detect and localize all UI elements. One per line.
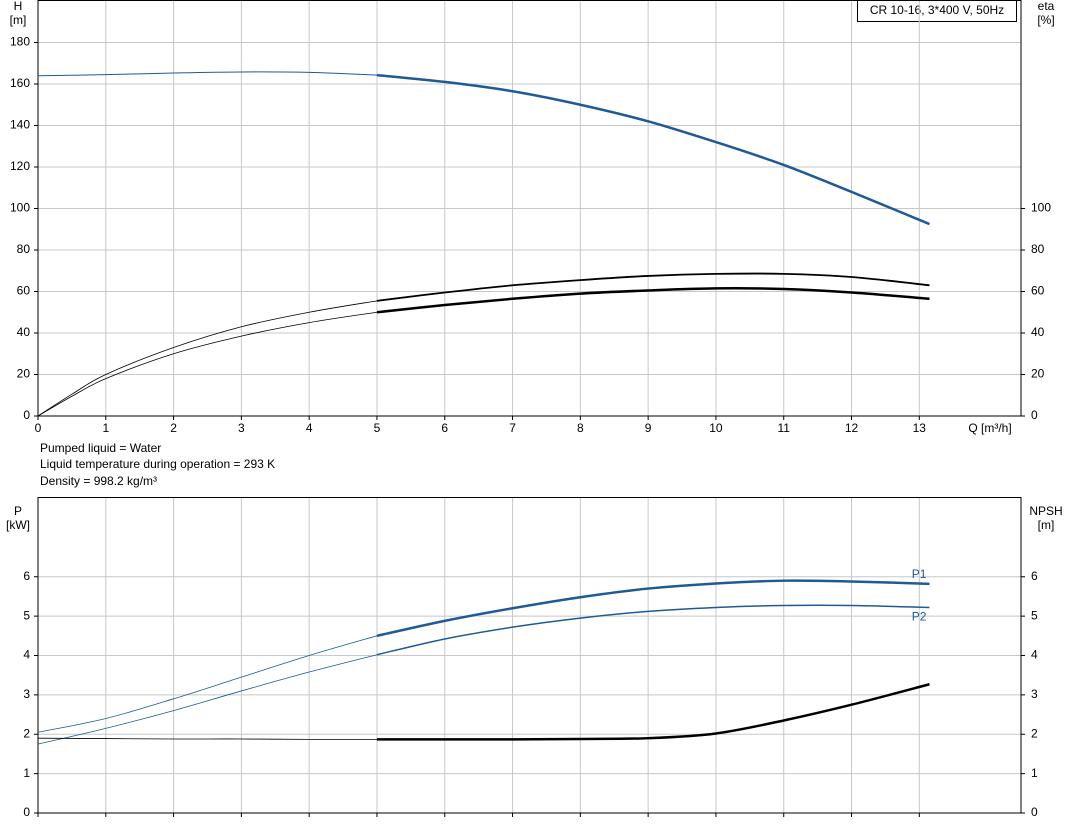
curve xyxy=(37,71,377,77)
y2-label: NPSH xyxy=(1029,504,1062,518)
y2-tick-label: 40 xyxy=(1031,325,1045,339)
note: Pumped liquid = Water xyxy=(40,441,161,455)
y2-tick-label: 1 xyxy=(1031,766,1038,780)
note: Liquid temperature during operation = 29… xyxy=(40,457,275,471)
x-tick-label: 2 xyxy=(170,421,177,435)
x-label: Q [m³/h] xyxy=(968,421,1011,435)
x-tick-label: 12 xyxy=(845,421,859,435)
y-tick-label: 140 xyxy=(10,118,30,132)
y-tick-label: 6 xyxy=(23,569,30,583)
box-label: CR 10-16, 3*400 V, 50Hz xyxy=(870,3,1004,17)
curve xyxy=(37,300,378,417)
y-tick-label: 3 xyxy=(23,687,30,701)
y-tick-label: 1 xyxy=(23,766,30,780)
y-tick-label: 60 xyxy=(17,284,31,298)
x-tick-label: 10 xyxy=(709,421,723,435)
curve xyxy=(376,287,930,314)
x-tick-label: 9 xyxy=(645,421,652,435)
y2-tick-label: 5 xyxy=(1031,608,1038,622)
y-tick-label: 20 xyxy=(17,367,31,381)
y2-tick-label: 20 xyxy=(1031,367,1045,381)
x-tick-label: 5 xyxy=(374,421,381,435)
y-tick-label: 2 xyxy=(23,726,30,740)
plot-frame xyxy=(37,0,1022,417)
y2-label: eta xyxy=(1038,0,1055,13)
y-tick-label: 160 xyxy=(10,76,30,90)
y-label: H xyxy=(14,0,23,13)
x-tick-label: 0 xyxy=(35,421,42,435)
y2-tick-label: 0 xyxy=(1031,408,1038,422)
x-tick-label: 8 xyxy=(577,421,584,435)
x-tick-label: 6 xyxy=(441,421,448,435)
y-tick-label: 80 xyxy=(17,242,31,256)
y2-tick-label: 4 xyxy=(1031,648,1038,662)
curve-label: P2 xyxy=(912,610,927,624)
curve xyxy=(376,579,930,638)
x-tick-label: 7 xyxy=(509,421,516,435)
curve xyxy=(37,654,378,745)
y-tick-label: 100 xyxy=(10,201,30,215)
y-label: [kW] xyxy=(6,518,30,532)
y2-tick-label: 2 xyxy=(1031,726,1038,740)
y-tick-label: 40 xyxy=(17,325,31,339)
curve xyxy=(376,683,930,741)
curve xyxy=(376,604,930,656)
y2-label: [m] xyxy=(1038,518,1055,532)
y-tick-label: 5 xyxy=(23,608,30,622)
y2-tick-label: 80 xyxy=(1031,242,1045,256)
note: Density = 998.2 kg/m³ xyxy=(40,474,157,488)
curve xyxy=(376,73,930,226)
y2-label: [%] xyxy=(1037,13,1054,27)
x-tick-label: 11 xyxy=(777,421,790,435)
y-tick-label: 0 xyxy=(23,408,30,422)
plot-frame xyxy=(37,497,1022,814)
y2-tick-label: 60 xyxy=(1031,284,1045,298)
curve-label: P1 xyxy=(912,567,927,581)
curve xyxy=(37,635,378,733)
y-tick-label: 180 xyxy=(10,35,30,49)
curve xyxy=(376,272,930,302)
x-tick-label: 4 xyxy=(306,421,313,435)
y-label: [m] xyxy=(10,13,27,27)
x-tick-label: 1 xyxy=(102,421,109,435)
curve xyxy=(37,737,377,740)
y2-tick-label: 100 xyxy=(1031,201,1051,215)
y-label: P xyxy=(14,504,22,518)
y-tick-label: 0 xyxy=(23,805,30,819)
curve xyxy=(37,311,378,417)
y-tick-label: 4 xyxy=(23,648,30,662)
y2-tick-label: 0 xyxy=(1031,805,1038,819)
y2-tick-label: 3 xyxy=(1031,687,1038,701)
x-tick-label: 13 xyxy=(913,421,927,435)
x-tick-label: 3 xyxy=(238,421,245,435)
y2-tick-label: 6 xyxy=(1031,569,1038,583)
y-tick-label: 120 xyxy=(10,159,30,173)
